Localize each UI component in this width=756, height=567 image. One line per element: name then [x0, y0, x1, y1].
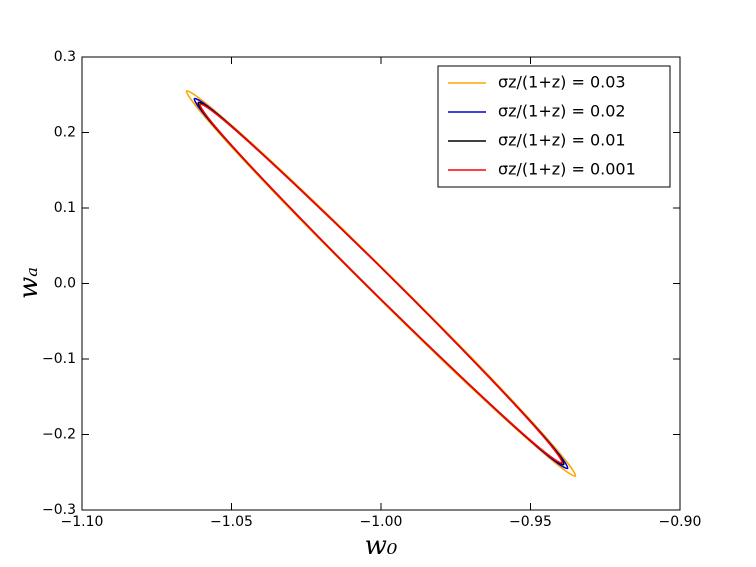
legend-label: σz/(1+z) = 0.02: [498, 102, 626, 121]
legend-box: [437, 65, 671, 188]
y-tick-label: 0.1: [54, 200, 76, 216]
contour: [185, 90, 577, 477]
legend-label: σz/(1+z) = 0.03: [498, 73, 626, 92]
y-tick-label: 0.0: [54, 276, 76, 292]
legend-label: σz/(1+z) = 0.001: [498, 160, 636, 179]
legend-label: σz/(1+z) = 0.01: [498, 131, 626, 150]
contour: [199, 103, 563, 464]
x-tick-label: −0.95: [509, 514, 552, 530]
y-tick-label: 0.2: [54, 125, 76, 141]
x-tick-label: −1.00: [360, 514, 403, 530]
y-tick-label: −0.3: [42, 502, 76, 518]
y-axis-label: wₐ: [14, 267, 44, 299]
x-tick-label: −1.05: [210, 514, 253, 530]
y-tick-label: 0.3: [54, 49, 76, 65]
y-tick-label: −0.2: [42, 427, 76, 443]
x-tick-label: −0.90: [659, 514, 702, 530]
x-tick-label: −1.10: [61, 514, 104, 530]
y-tick-label: −0.1: [42, 351, 76, 367]
plot-frame: [81, 56, 681, 511]
x-axis-label: w₀: [365, 531, 398, 561]
